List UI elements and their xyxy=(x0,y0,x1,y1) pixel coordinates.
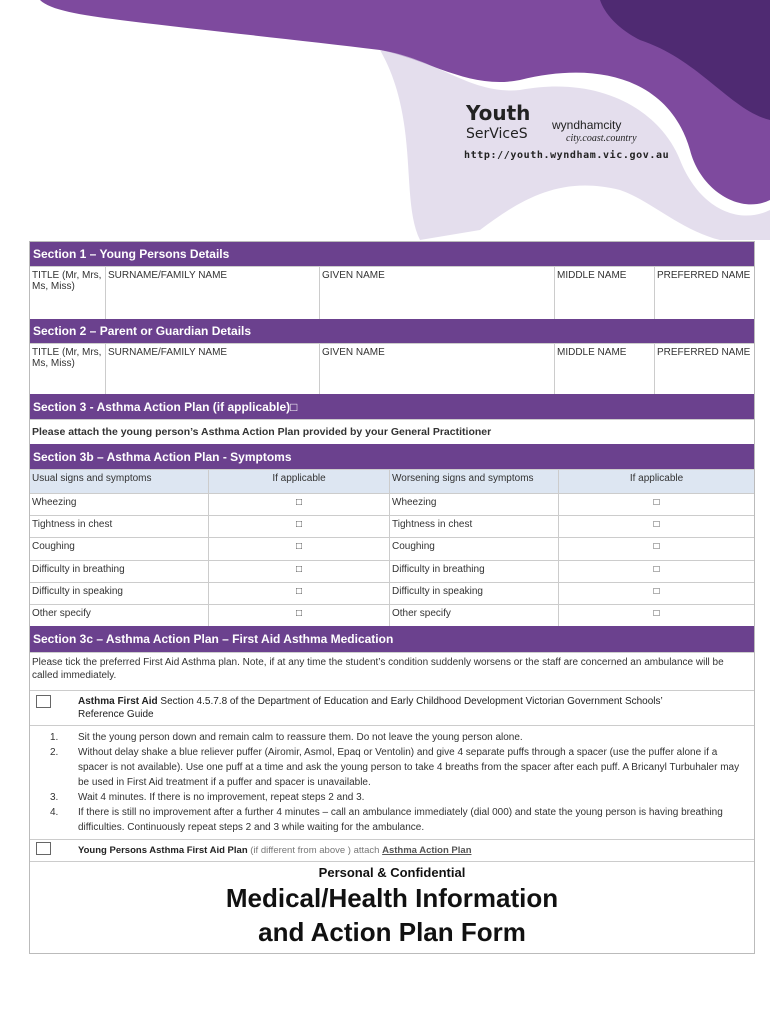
symptom-checkbox[interactable]: □ xyxy=(208,538,389,560)
symptom-label: Coughing xyxy=(32,541,75,553)
website-url: http://youth.wyndham.vic.gov.au xyxy=(464,150,670,161)
symptom-label: Wheezing xyxy=(389,494,558,516)
step-text: If there is still no improvement after a… xyxy=(78,807,723,834)
symptom-label: Difficulty in speaking xyxy=(389,582,558,604)
symptom-label: Difficulty in speaking xyxy=(32,585,123,597)
symptom-row: Wheezing □ Wheezing □ xyxy=(30,493,754,516)
symptom-checkbox[interactable]: □ xyxy=(208,494,389,516)
decorative-wave-background xyxy=(40,0,770,240)
symptoms-table-body: Wheezing □ Wheezing □ Tightness in chest □ Tig… xyxy=(30,493,754,627)
first-aid-steps: 1. Sit the young person down and remain c… xyxy=(30,726,754,839)
symptom-checkbox[interactable]: □ xyxy=(208,560,389,582)
title-row: Personal & Confidential Medical/Health I… xyxy=(30,861,754,953)
section1-header: Section 1 – Young Persons Details xyxy=(30,242,754,266)
symptom-label: Wheezing xyxy=(32,497,77,508)
step-text: Sit the young person down and remain cal… xyxy=(78,732,523,744)
option-asthma-first-aid: Asthma First Aid Section 4.5.7.8 of the … xyxy=(30,690,754,725)
medical-form: Section 1 – Young Persons Details TITLE … xyxy=(29,241,755,955)
step-item: 4. If there is still no improvement after… xyxy=(50,805,754,835)
confidential-label: Personal & Confidential xyxy=(318,865,466,881)
step-item: 1. Sit the young person down and remain c… xyxy=(50,730,754,745)
symptom-checkbox[interactable]: □ xyxy=(558,560,754,582)
option-young-persons-plan: Young Persons Asthma First Aid Plan (if … xyxy=(30,839,754,861)
symptom-row: Coughing □ Coughing □ xyxy=(30,537,754,560)
guardian-preferred-name-field[interactable]: PREFERRED NAME xyxy=(654,344,754,394)
guardian-title-field[interactable]: TITLE (Mr, Mrs, Ms, Miss) xyxy=(32,347,102,369)
step-item: 3. Wait 4 minutes. If there is no improve… xyxy=(50,790,754,805)
form-title-line2: and Action Plan Form xyxy=(258,917,526,948)
asthma-first-aid-checkbox[interactable] xyxy=(36,695,51,709)
symptom-label: Difficulty in breathing xyxy=(389,560,558,582)
logo-tagline: city.coast.country xyxy=(566,133,637,144)
section3c-note: Please tick the preferred First Aid Asth… xyxy=(32,657,724,682)
symptom-checkbox[interactable]: □ xyxy=(208,582,389,604)
col-usual-symptoms: Usual signs and symptoms xyxy=(32,473,152,484)
section3c-note-row: Please tick the preferred First Aid Asth… xyxy=(30,652,754,690)
guardian-given-name-field[interactable]: GIVEN NAME xyxy=(319,344,554,394)
young-persons-plan-checkbox[interactable] xyxy=(36,841,51,855)
preferred-name-field[interactable]: PREFERRED NAME xyxy=(654,267,754,319)
symptom-label: Other specify xyxy=(32,607,91,619)
col-if-applicable-2: If applicable xyxy=(558,470,754,493)
symptom-label: Coughing xyxy=(389,538,558,560)
logo-youth-text: Youth xyxy=(466,101,531,125)
option2-text: (if different from above ) attach xyxy=(247,845,383,857)
guardian-middle-name-field[interactable]: MIDDLE NAME xyxy=(554,344,654,394)
step-number: 2. xyxy=(50,747,59,759)
section3-note: Please attach the young person’s Asthma … xyxy=(32,426,492,438)
symptom-checkbox[interactable]: □ xyxy=(558,516,754,538)
symptom-checkbox[interactable]: □ xyxy=(558,604,754,627)
symptoms-table-header: Usual signs and symptoms If applicable W… xyxy=(30,469,754,493)
logo-services-text: SerViceS xyxy=(466,126,528,142)
youth-services-logo: Youth SerViceS wyndhamcity city.coast.co… xyxy=(462,101,682,166)
step-number: 3. xyxy=(50,792,59,804)
symptom-checkbox[interactable]: □ xyxy=(558,582,754,604)
step-item: 2. Without delay shake a blue reliever pu… xyxy=(50,745,754,790)
option1-label: Asthma First Aid xyxy=(78,696,158,708)
symptom-row: Tightness in chest □ Tightness in chest □ xyxy=(30,515,754,538)
symptom-checkbox[interactable]: □ xyxy=(558,494,754,516)
surname-field[interactable]: SURNAME/FAMILY NAME xyxy=(105,267,319,319)
section2-fields: TITLE (Mr, Mrs, Ms, Miss) SURNAME/FAMILY… xyxy=(30,343,754,394)
middle-name-field[interactable]: MIDDLE NAME xyxy=(554,267,654,319)
given-name-field[interactable]: GIVEN NAME xyxy=(319,267,554,319)
guardian-surname-field[interactable]: SURNAME/FAMILY NAME xyxy=(105,344,319,394)
symptom-label: Tightness in chest xyxy=(32,519,113,531)
section3c-header: Section 3c – Asthma Action Plan – First … xyxy=(30,626,754,653)
section1-fields: TITLE (Mr, Mrs, Ms, Miss) SURNAME/FAMILY… xyxy=(30,266,754,319)
symptom-checkbox[interactable]: □ xyxy=(208,516,389,538)
col-worsening-symptoms: Worsening signs and symptoms xyxy=(389,470,558,493)
step-number: 4. xyxy=(50,807,59,819)
section2-header: Section 2 – Parent or Guardian Details xyxy=(30,319,754,343)
first-aid-steps-row: 1. Sit the young person down and remain c… xyxy=(30,725,754,839)
option2-label: Young Persons Asthma First Aid Plan xyxy=(78,845,248,857)
section3-header: Section 3 - Asthma Action Plan (if appli… xyxy=(30,394,754,419)
symptom-label: Tightness in chest xyxy=(389,516,558,538)
asthma-action-plan-link[interactable]: Asthma Action Plan xyxy=(382,845,472,857)
step-text: Wait 4 minutes. If there is no improveme… xyxy=(78,792,365,804)
title-field[interactable]: TITLE (Mr, Mrs, Ms, Miss) xyxy=(32,270,102,292)
section3-note-row: Please attach the young person’s Asthma … xyxy=(30,419,754,444)
symptom-label: Other specify xyxy=(389,604,558,627)
col-if-applicable: If applicable xyxy=(208,470,389,493)
option1-text: Section 4.5.7.8 of the Department of Edu… xyxy=(78,696,663,721)
symptom-row: Difficulty in breathing □ Difficulty in br… xyxy=(30,559,754,582)
symptom-label: Difficulty in breathing xyxy=(32,563,125,575)
step-number: 1. xyxy=(50,732,59,744)
logo-city-text: wyndhamcity xyxy=(552,118,622,132)
form-title-line1: Medical/Health Information xyxy=(225,883,559,914)
symptom-row: Difficulty in speaking □ Difficulty in spe… xyxy=(30,581,754,604)
symptom-row: Other specify □ Other specify □ xyxy=(30,603,754,627)
symptom-checkbox[interactable]: □ xyxy=(208,604,389,627)
section3b-header: Section 3b – Asthma Action Plan - Sympto… xyxy=(30,444,754,469)
symptom-checkbox[interactable]: □ xyxy=(558,538,754,560)
step-text: Without delay shake a blue reliever puff… xyxy=(78,747,740,789)
